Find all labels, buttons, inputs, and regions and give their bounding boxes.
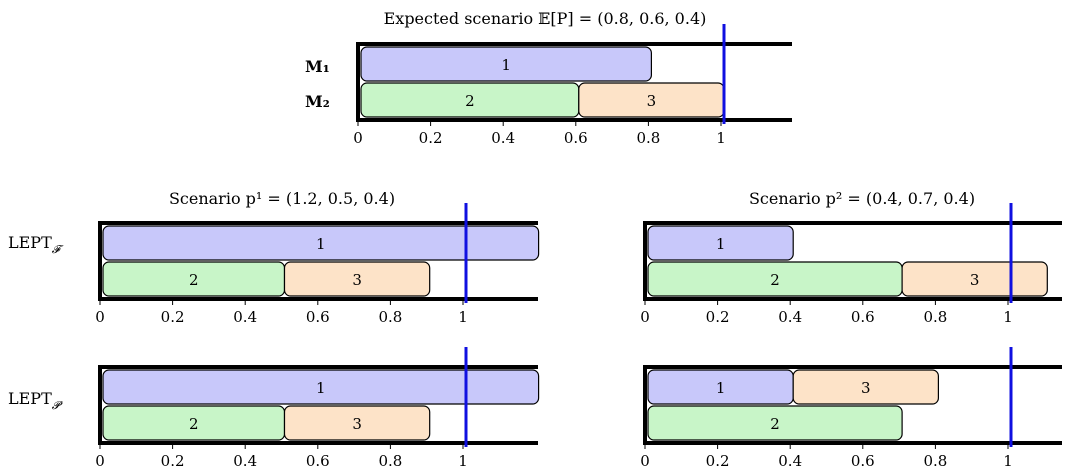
job-2-label: 2 bbox=[770, 415, 780, 433]
tick-label: 1 bbox=[1003, 308, 1013, 326]
job-1-bar bbox=[647, 225, 794, 261]
job-2-bar bbox=[647, 405, 903, 441]
tick-label: 0.8 bbox=[636, 129, 660, 147]
job-3-bar bbox=[283, 405, 431, 441]
machine-label-m2: M₂ bbox=[305, 92, 330, 111]
tick-label: 0.2 bbox=[161, 452, 185, 468]
job-1-bar bbox=[360, 46, 652, 82]
tick-label: 0 bbox=[95, 308, 105, 326]
tick-label: 1 bbox=[458, 452, 468, 468]
job-3-label: 3 bbox=[970, 271, 980, 289]
job-2-label: 2 bbox=[465, 92, 475, 110]
job-2-label: 2 bbox=[770, 271, 780, 289]
job-2-label: 2 bbox=[189, 271, 199, 289]
scenario2-title: Scenario p² = (0.4, 0.7, 0.4) bbox=[749, 189, 975, 208]
tick-label: 0.8 bbox=[378, 308, 402, 326]
job-3-label: 3 bbox=[352, 271, 362, 289]
tick-label: 0.8 bbox=[378, 452, 402, 468]
job-1-label: 1 bbox=[316, 379, 326, 397]
tick-label: 0.4 bbox=[233, 308, 257, 326]
tick-label: 0.6 bbox=[851, 308, 875, 326]
tick-label: 0.2 bbox=[706, 452, 730, 468]
job-3-label: 3 bbox=[352, 415, 362, 433]
tick-label: 0 bbox=[640, 452, 650, 468]
gantt-panel-4: 1 2 3 0 0.2 0.4 0.6 0.8 1 bbox=[95, 347, 540, 468]
tick-label: 0.2 bbox=[706, 308, 730, 326]
tick-label: 0.4 bbox=[233, 452, 257, 468]
tick-label: 0.6 bbox=[564, 129, 588, 147]
tick-label: 1 bbox=[1003, 452, 1013, 468]
tick-label: 0.8 bbox=[923, 452, 947, 468]
tick-label: 1 bbox=[716, 129, 726, 147]
job-1-label: 1 bbox=[501, 56, 511, 74]
tick-label: 0 bbox=[353, 129, 363, 147]
job-3-label: 3 bbox=[861, 379, 871, 397]
job-1-label: 1 bbox=[716, 235, 726, 253]
tick-label: 0.4 bbox=[778, 308, 802, 326]
tick-label: 0.6 bbox=[306, 452, 330, 468]
tick-label: 0 bbox=[95, 452, 105, 468]
job-2-label: 2 bbox=[189, 415, 199, 433]
job-1-bar bbox=[102, 369, 540, 405]
job-3-bar bbox=[792, 369, 940, 405]
row-label-lept-f: LEPT𝓕 bbox=[8, 233, 64, 256]
machine-label-m1: M₁ bbox=[305, 57, 330, 76]
scenario1-title: Scenario p¹ = (1.2, 0.5, 0.4) bbox=[169, 189, 395, 208]
job-1-label: 1 bbox=[716, 379, 726, 397]
tick-label: 0.4 bbox=[778, 452, 802, 468]
tick-label: 0.4 bbox=[491, 129, 515, 147]
job-1-bar bbox=[102, 225, 540, 261]
tick-label: 0.6 bbox=[851, 452, 875, 468]
gantt-panel-1: 1 2 3 0 0.2 0.4 0.6 0.8 1 bbox=[353, 24, 792, 147]
top-title: Expected scenario 𝔼[P] = (0.8, 0.6, 0.4) bbox=[384, 9, 707, 28]
tick-label: 0.8 bbox=[923, 308, 947, 326]
gantt-panel-2: 1 2 3 0 0.2 0.4 0.6 0.8 1 bbox=[95, 203, 540, 326]
tick-label: 1 bbox=[458, 308, 468, 326]
job-1-label: 1 bbox=[316, 235, 326, 253]
job-3-bar bbox=[283, 261, 431, 297]
tick-label: 0 bbox=[640, 308, 650, 326]
job-3-label: 3 bbox=[647, 92, 657, 110]
gantt-panel-5: 1 3 2 0 0.2 0.4 0.6 0.8 1 bbox=[640, 347, 1062, 468]
row-label-lept-p: LEPT𝓟 bbox=[8, 389, 63, 412]
gantt-panel-3: 1 2 3 0 0.2 0.4 0.6 0.8 1 bbox=[640, 203, 1062, 326]
tick-label: 0.6 bbox=[306, 308, 330, 326]
tick-label: 0.2 bbox=[161, 308, 185, 326]
tick-label: 0.2 bbox=[419, 129, 443, 147]
